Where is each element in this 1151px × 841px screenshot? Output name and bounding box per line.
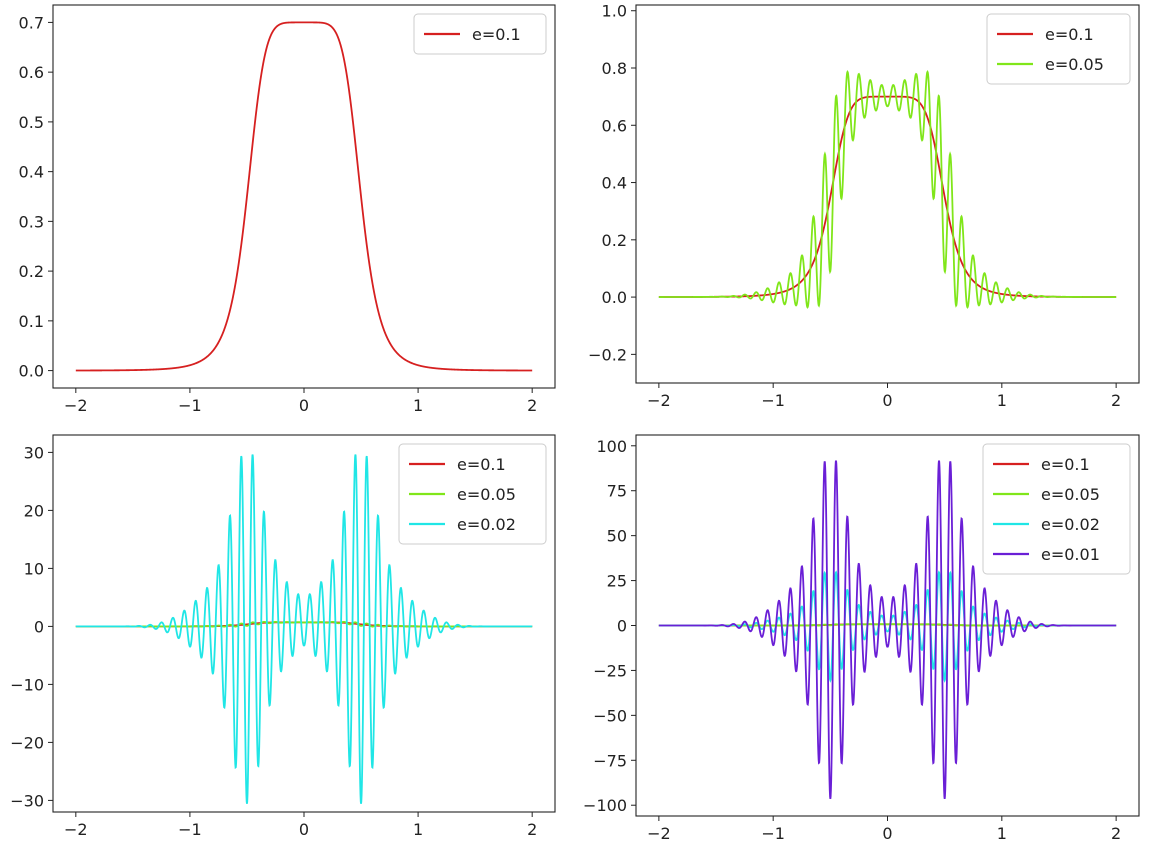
plot-frame (52, 4, 556, 389)
y-tick-label: −75 (593, 751, 627, 770)
x-tick-label: −2 (64, 396, 88, 415)
x-tick-label: −1 (761, 824, 785, 841)
legend-label: e=0.1 (472, 25, 521, 44)
series-line-e=0.02 (75, 454, 533, 804)
y-tick-label: 10 (24, 559, 44, 578)
series-group (75, 21, 533, 372)
chart-panel-2: −2 −1 0 1 2 −0.2 0.0 0.2 0.4 0.6 0.8 1.0 e=0.1 e=0.05 (588, 2, 1140, 410)
legend: e=0.1 e=0.05 (986, 13, 1131, 85)
legend: e=0.1 (413, 13, 547, 55)
y-tick-label: 0 (617, 617, 627, 636)
x-tick-label: 0 (882, 391, 892, 410)
legend: e=0.1 e=0.05 e=0.02 (398, 443, 547, 545)
x-tick-label: 1 (413, 396, 423, 415)
y-tick-label: −20 (10, 733, 44, 752)
series-group (658, 69, 1117, 309)
y-tick-label: 30 (24, 443, 44, 462)
y-tick-label: 0.5 (19, 113, 44, 132)
y-tick-label: −25 (593, 661, 627, 680)
legend-box (986, 13, 1131, 85)
x-tick-label: −1 (761, 391, 785, 410)
y-tick-label: 0.4 (19, 163, 44, 182)
y-tick-label: 75 (607, 482, 627, 501)
y-tick-label: 50 (607, 527, 627, 546)
series-line-e=0.01 (658, 460, 1117, 799)
legend-label: e=0.1 (457, 455, 506, 474)
legend-label: e=0.05 (1045, 55, 1104, 74)
y-tick-label: 0.0 (19, 362, 44, 381)
legend-label: e=0.1 (1045, 25, 1094, 44)
x-tick-label: 1 (997, 391, 1007, 410)
x-tick-label: −2 (647, 824, 671, 841)
x-tick-label: 0 (882, 824, 892, 841)
chart-panel-1: −2 −1 0 1 2 0.0 0.1 0.2 0.3 0.4 0.5 0.6 0.7 e=0.1 (19, 4, 556, 415)
x-tick-label: 1 (413, 820, 423, 839)
legend-label: e=0.1 (1041, 455, 1090, 474)
legend: e=0.1 e=0.05 e=0.02 e=0.01 (982, 443, 1131, 575)
x-tick-label: −2 (647, 391, 671, 410)
x-tick-label: 2 (527, 396, 537, 415)
x-tick-label: 2 (1111, 824, 1121, 841)
x-tick-label: 1 (997, 824, 1007, 841)
y-tick-label: 0.1 (19, 312, 44, 331)
series-line-e=0.05 (658, 69, 1117, 309)
legend-label: e=0.05 (1041, 485, 1100, 504)
y-tick-label: −30 (10, 791, 44, 810)
series-line-e=0.05 (75, 620, 533, 628)
y-tick-label: 0.3 (19, 212, 44, 231)
y-tick-label: 0.4 (602, 174, 627, 193)
y-tick-label: 100 (596, 437, 627, 456)
x-tick-label: 0 (299, 396, 309, 415)
y-tick-label: 0.8 (602, 59, 627, 78)
series-line-e=0.1 (658, 95, 1117, 298)
series-line-e=0.1 (75, 21, 533, 372)
x-tick-label: −1 (178, 820, 202, 839)
y-tick-label: −50 (593, 706, 627, 725)
y-tick-label: −0.2 (588, 345, 627, 364)
y-tick-label: 0.6 (19, 63, 44, 82)
series-group (658, 460, 1117, 799)
x-tick-label: 2 (1111, 391, 1121, 410)
x-tick-label: −1 (178, 396, 202, 415)
legend-box (413, 13, 547, 55)
y-tick-label: 20 (24, 501, 44, 520)
y-tick-label: 25 (607, 572, 627, 591)
legend-box (982, 443, 1131, 575)
legend-label: e=0.01 (1041, 545, 1100, 564)
y-tick-label: 0.7 (19, 13, 44, 32)
x-tick-label: 0 (299, 820, 309, 839)
y-tick-label: 1.0 (602, 2, 627, 21)
legend-label: e=0.05 (457, 485, 516, 504)
chart-panel-4: −2 −1 0 1 2 −100 −75 −50 −25 0 25 50 75 100 e=0.1 e=0.0… (583, 434, 1140, 841)
y-tick-label: −10 (10, 675, 44, 694)
x-tick-label: 2 (527, 820, 537, 839)
y-tick-label: 0.2 (19, 262, 44, 281)
legend-box (398, 443, 547, 545)
y-tick-label: 0.0 (602, 288, 627, 307)
legend-label: e=0.02 (457, 515, 516, 534)
y-tick-label: 0.2 (602, 231, 627, 250)
series-group (75, 454, 533, 804)
y-tick-label: 0 (34, 617, 44, 636)
y-tick-label: −100 (583, 796, 627, 815)
x-tick-label: −2 (64, 820, 88, 839)
y-tick-label: 0.6 (602, 116, 627, 135)
legend-label: e=0.02 (1041, 515, 1100, 534)
